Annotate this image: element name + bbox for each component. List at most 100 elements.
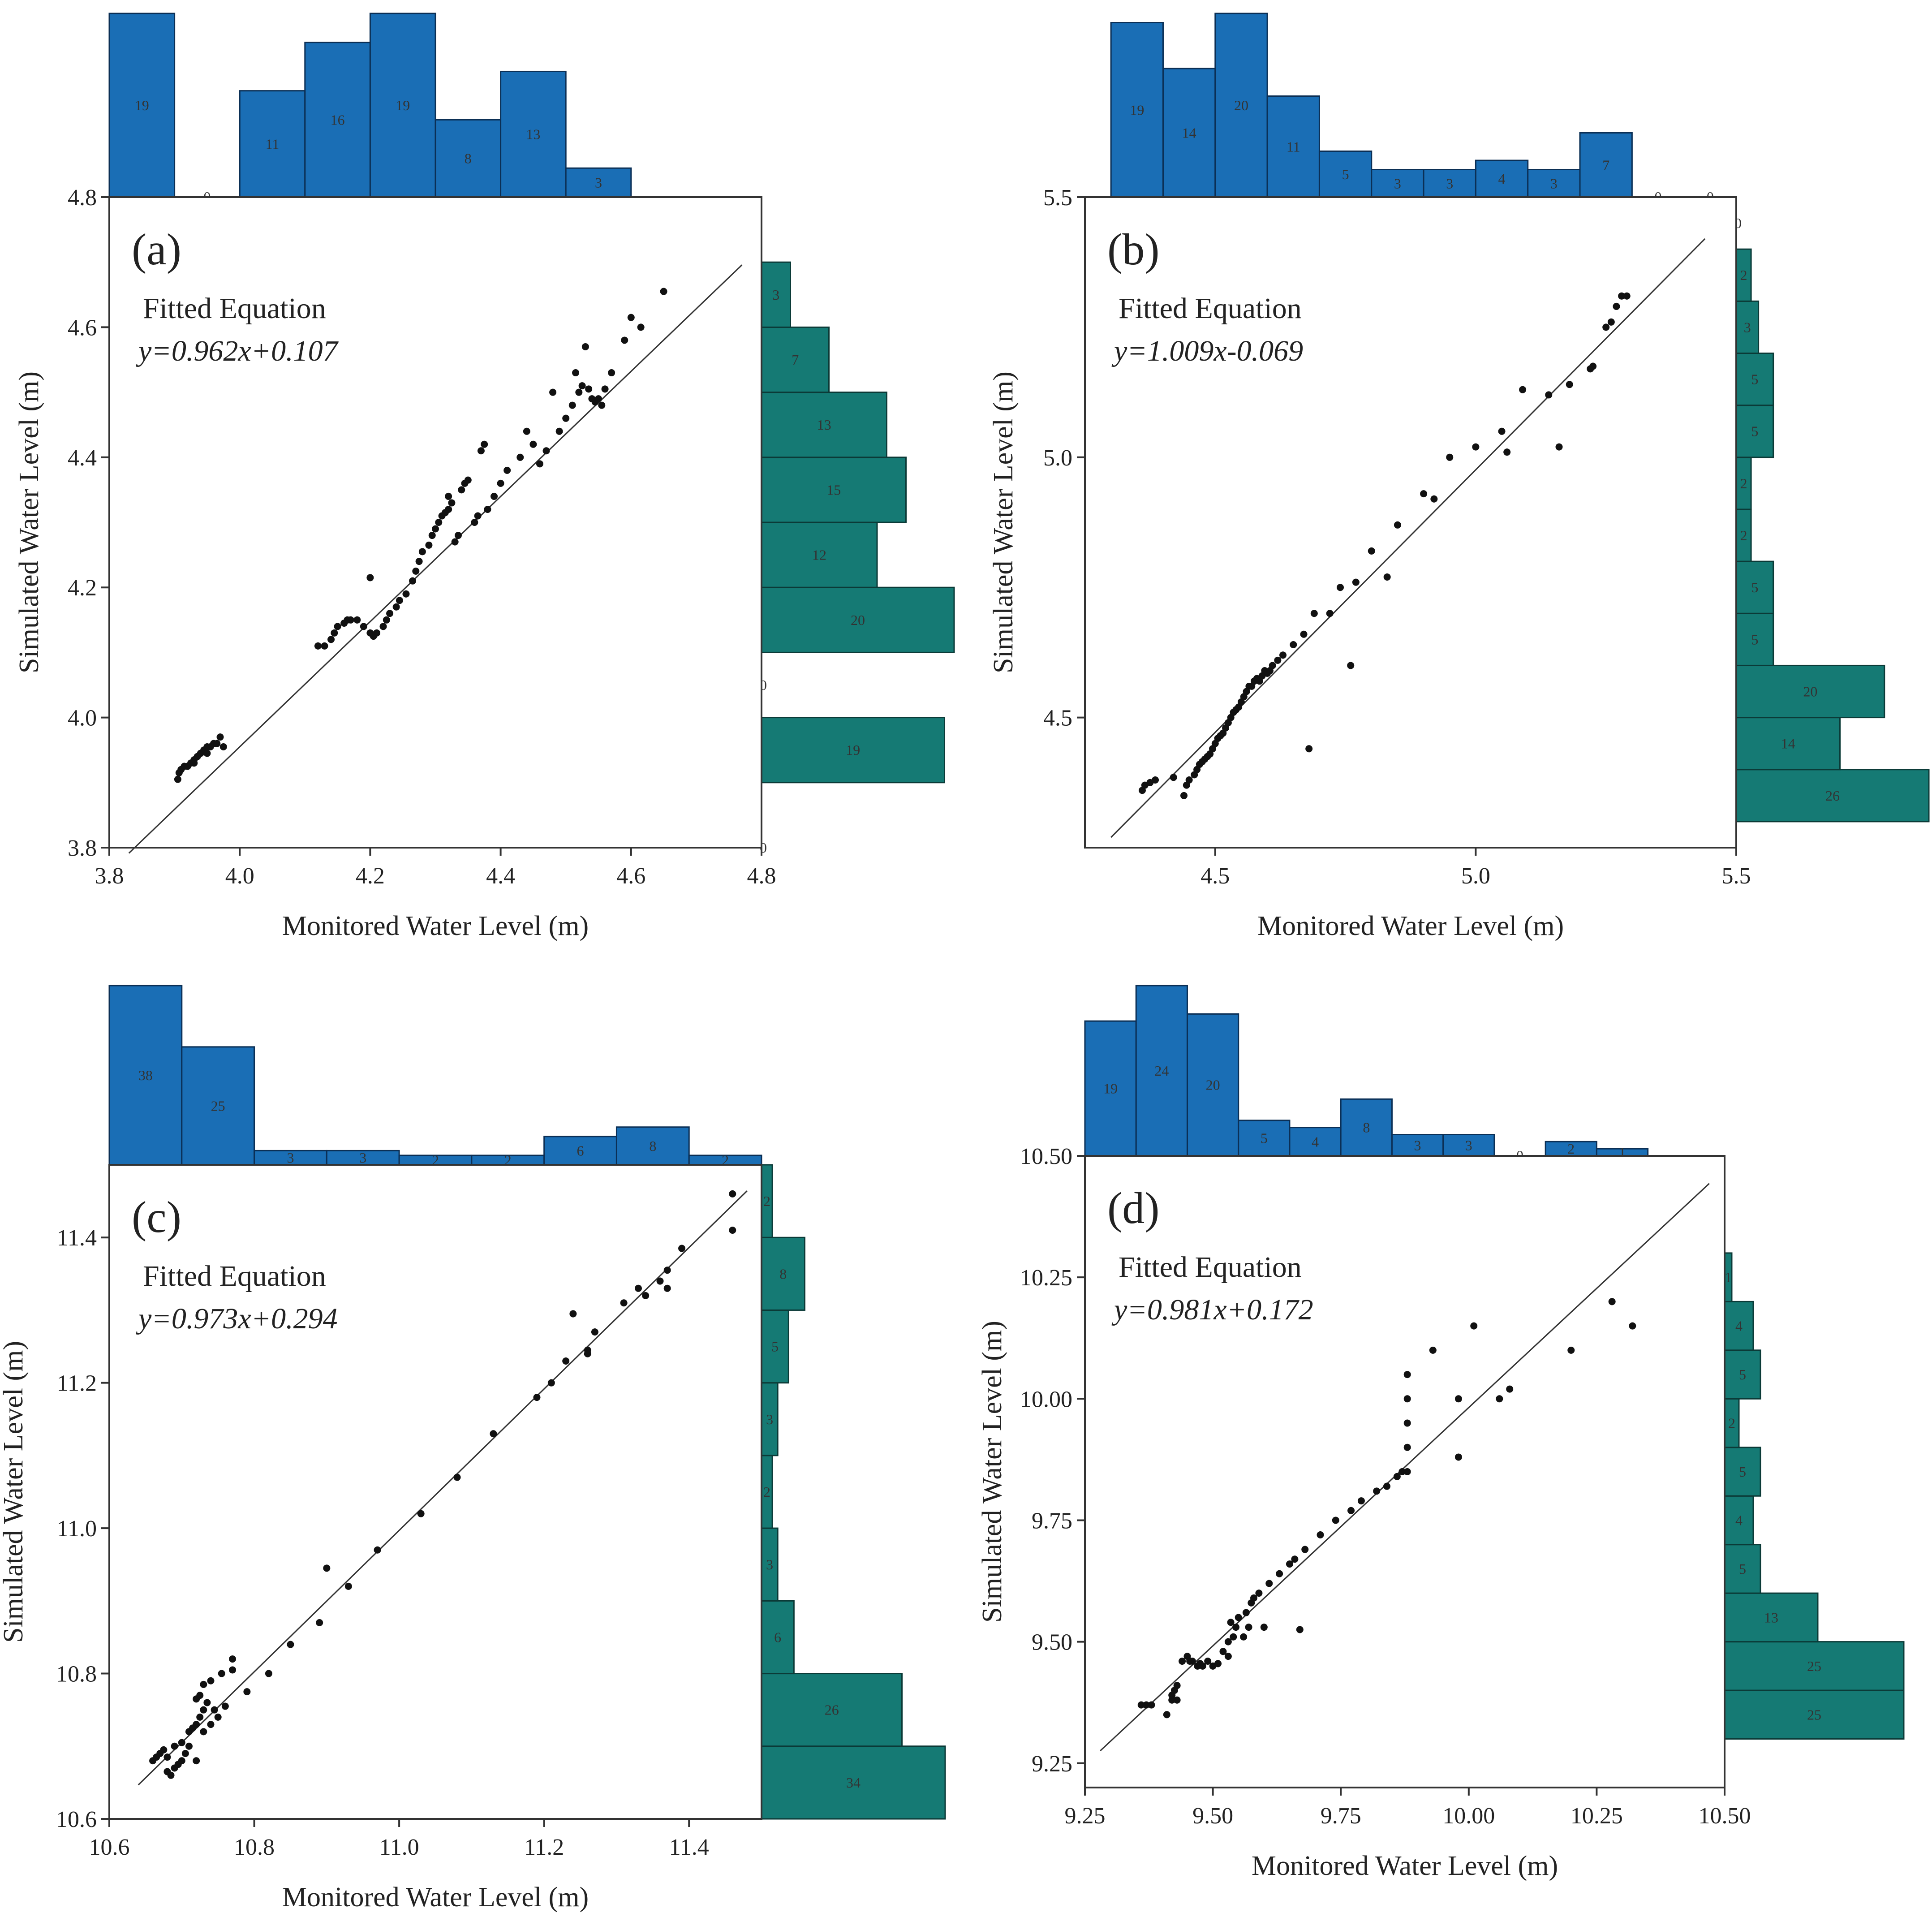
- data-point: [1269, 662, 1276, 669]
- right-histogram-bar: [1735, 560, 1774, 614]
- y-tick-label: 10.6: [56, 1807, 97, 1832]
- data-point: [491, 492, 498, 500]
- right-histogram-count: 3: [1744, 319, 1751, 335]
- data-point: [1618, 292, 1626, 300]
- panel-label: (c): [132, 1192, 181, 1242]
- data-point: [1260, 1624, 1268, 1631]
- data-point: [1148, 1701, 1155, 1709]
- right-histogram-count: 2: [1740, 475, 1747, 491]
- top-histogram-count: 19: [1130, 102, 1144, 118]
- y-tick-label: 10.00: [1020, 1387, 1072, 1412]
- x-axis-title: Monitored Water Level (m): [1257, 911, 1564, 941]
- right-histogram-count: 4: [1735, 1512, 1743, 1528]
- data-point: [214, 1713, 222, 1721]
- data-point: [321, 642, 328, 650]
- data-point: [464, 476, 472, 484]
- data-point: [458, 486, 465, 494]
- data-point: [678, 1245, 686, 1252]
- right-histogram-bar: [761, 392, 887, 458]
- y-tick-label: 4.8: [68, 185, 97, 211]
- data-point: [729, 1227, 736, 1234]
- data-point: [417, 1510, 425, 1517]
- data-point: [360, 623, 367, 630]
- data-point: [445, 505, 452, 513]
- data-point: [1398, 1468, 1406, 1475]
- data-point: [1326, 610, 1334, 617]
- data-point: [200, 1706, 207, 1714]
- data-point: [287, 1641, 294, 1648]
- right-histogram-bar: [1735, 664, 1885, 719]
- data-point: [374, 1546, 381, 1554]
- y-tick-label: 4.2: [68, 575, 97, 601]
- data-point: [229, 1666, 237, 1674]
- data-point: [366, 574, 374, 582]
- x-axis-title: Monitored Water Level (m): [1252, 1851, 1558, 1881]
- data-point: [167, 1771, 175, 1779]
- right-histogram-bar: [761, 586, 955, 653]
- data-point: [379, 623, 387, 630]
- y-tick-label: 4.5: [1043, 706, 1072, 731]
- data-point: [265, 1670, 272, 1677]
- right-histogram-count: 5: [1751, 371, 1758, 388]
- x-tick-label: 10.6: [89, 1835, 130, 1860]
- x-tick-label: 9.50: [1192, 1803, 1233, 1829]
- right-histogram-count: 20: [851, 612, 865, 628]
- top-histogram-bar: [1110, 22, 1164, 198]
- data-point: [1403, 1443, 1411, 1451]
- data-point: [334, 623, 341, 630]
- top-histogram-bar: [565, 167, 632, 198]
- data-point: [1305, 745, 1313, 753]
- right-histogram-bar: [761, 326, 830, 393]
- data-point: [174, 775, 181, 783]
- panel-label: (a): [132, 224, 181, 274]
- right-histogram-bar: [1735, 612, 1774, 666]
- plot-area: [1084, 196, 1737, 849]
- data-point: [1179, 1658, 1186, 1665]
- data-point: [1623, 292, 1631, 300]
- right-histogram-count: 26: [825, 1702, 839, 1718]
- y-tick-label: 4.4: [68, 445, 97, 471]
- data-point: [1240, 1633, 1248, 1641]
- y-tick-label: 9.50: [1032, 1630, 1072, 1655]
- x-tick-label: 10.00: [1442, 1803, 1495, 1829]
- top-histogram-count: 2: [1567, 1141, 1575, 1157]
- fitted-equation-title: Fitted Equation: [1119, 292, 1302, 325]
- right-histogram-count: 25: [1807, 1706, 1821, 1723]
- data-point: [584, 1346, 591, 1354]
- data-point: [1545, 391, 1553, 399]
- data-point: [1232, 1624, 1240, 1631]
- x-tick-label: 5.5: [1722, 863, 1751, 889]
- data-point: [386, 610, 394, 617]
- data-point: [1357, 1497, 1365, 1505]
- data-point: [1310, 610, 1318, 617]
- data-point: [575, 388, 583, 396]
- fitted-equation: y=0.962x+0.107: [136, 335, 339, 367]
- data-point: [171, 1742, 178, 1750]
- right-histogram-count: 25: [1807, 1658, 1821, 1674]
- data-point: [634, 1284, 642, 1292]
- top-histogram-count: 11: [266, 136, 280, 152]
- data-point: [415, 558, 423, 565]
- right-histogram-count: 1: [1725, 1269, 1732, 1285]
- right-histogram-bar: [761, 1309, 789, 1384]
- data-point: [185, 1742, 193, 1750]
- data-point: [1170, 774, 1177, 781]
- data-point: [1235, 1614, 1242, 1621]
- data-point: [1224, 1638, 1232, 1646]
- data-point: [1519, 386, 1527, 393]
- data-point: [219, 743, 227, 750]
- data-point: [1496, 1395, 1503, 1403]
- data-point: [445, 492, 452, 500]
- y-tick-label: 4.6: [68, 315, 97, 340]
- top-histogram-count: 3: [1414, 1137, 1421, 1153]
- y-axis-title: Simulated Water Level (m): [0, 1341, 29, 1643]
- data-point: [1143, 1701, 1150, 1709]
- data-point: [178, 1757, 185, 1765]
- data-point: [1403, 1468, 1411, 1475]
- panel-label: (b): [1107, 224, 1160, 274]
- data-point: [402, 590, 410, 598]
- data-point: [1152, 776, 1159, 784]
- right-histogram-count: 3: [766, 1556, 773, 1572]
- data-point: [581, 343, 589, 350]
- data-point: [331, 629, 338, 637]
